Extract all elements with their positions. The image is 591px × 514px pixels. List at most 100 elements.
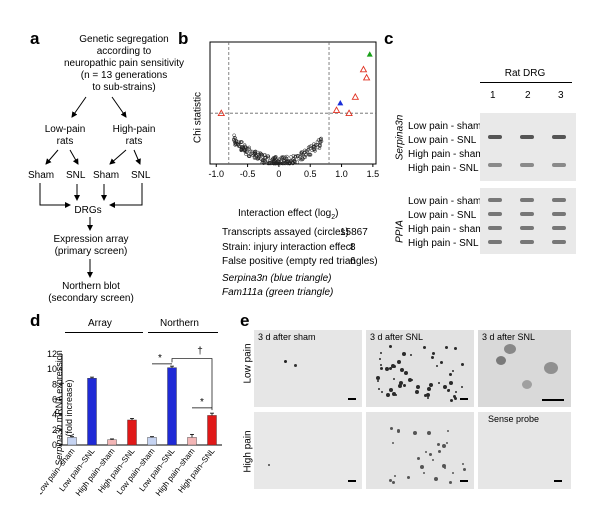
- cell-stain: [438, 381, 441, 384]
- cell-stain: [446, 429, 449, 432]
- cell-stain: [399, 380, 404, 385]
- cell-stain: [392, 442, 395, 445]
- transcript-point: [313, 143, 318, 147]
- serpina3n-blot: [480, 113, 576, 181]
- blot-band: [552, 135, 566, 139]
- cell-stain: [434, 477, 439, 482]
- transcript-point: [267, 160, 271, 165]
- transcript-point: [276, 159, 281, 163]
- significance-dagger: †: [197, 346, 203, 357]
- cell-stain: [423, 346, 427, 350]
- bar: [127, 419, 137, 446]
- blot-row-2: Low pain - SNL: [408, 135, 477, 146]
- false-positive-triangle: [362, 73, 371, 81]
- transcript-point: [277, 157, 282, 161]
- group-array-label: Array: [88, 318, 112, 329]
- bar: [187, 437, 197, 446]
- scale-bar: [554, 480, 562, 482]
- cell-stain: [376, 375, 380, 380]
- segregation-line-4: (n = 13 generations: [80, 70, 168, 81]
- cell-stain: [461, 363, 465, 367]
- scale-bar: [542, 399, 564, 401]
- transcript-point: [280, 161, 285, 166]
- bar: [147, 437, 157, 446]
- expression-array-1: Expression array: [53, 234, 129, 245]
- scale-bar: [348, 480, 356, 482]
- transcript-point: [252, 156, 257, 160]
- transcript-point: [308, 146, 313, 151]
- transcript-point: [319, 136, 323, 141]
- significance-star: *: [200, 397, 204, 408]
- transcript-point: [252, 152, 257, 156]
- micrograph-caption: 3 d after SNL: [482, 332, 536, 342]
- scale-bar: [460, 398, 468, 400]
- transcript-point: [270, 157, 275, 161]
- cell-stain: [388, 367, 392, 371]
- cell-stain: [389, 345, 393, 349]
- legend-row-1: Transcripts assayed (circles): [222, 227, 349, 238]
- lane-1: 1: [490, 90, 496, 101]
- cell-stain: [423, 472, 426, 475]
- cell-stain: [436, 442, 440, 446]
- blot-row-6: Low pain - SNL: [408, 210, 477, 221]
- legend-val-1: 15867: [340, 227, 368, 238]
- cell-stain: [426, 392, 431, 397]
- blot-band: [520, 163, 534, 167]
- cell-stain: [496, 356, 506, 365]
- micrograph-sense-probe: Sense probe: [478, 412, 571, 489]
- ppia-blot: [480, 188, 576, 254]
- cell-stain: [452, 369, 455, 372]
- transcript-point: [260, 152, 264, 157]
- transcript-point: [292, 158, 297, 163]
- transcript-point: [243, 149, 248, 153]
- cell-stain: [401, 352, 406, 357]
- cell-stain: [429, 453, 433, 457]
- legend-val-2: 8: [350, 242, 356, 253]
- cell-stain: [294, 364, 297, 367]
- transcript-point: [233, 143, 237, 147]
- blot-band: [520, 135, 534, 139]
- cell-stain: [447, 389, 451, 393]
- cell-stain: [392, 377, 395, 380]
- cell-stain: [424, 393, 428, 397]
- blot-row-4: High pain - SNL: [408, 163, 479, 174]
- cell-stain: [393, 364, 397, 368]
- category-label: High pain–SNL: [176, 446, 217, 494]
- rat-drg-header: Rat DRG: [504, 68, 546, 79]
- x-tick-label: -1.0: [209, 169, 225, 179]
- significance-bracket: [171, 358, 213, 411]
- legend-row-2: Strain: injury interaction effect: [222, 242, 354, 253]
- transcript-point: [268, 161, 273, 165]
- y-tick-label: 12: [47, 349, 57, 359]
- transcript-point: [233, 136, 238, 140]
- x-tick-label: 1.5: [367, 169, 380, 179]
- blot-band: [520, 240, 534, 244]
- fam111a-triangle: [366, 51, 373, 57]
- cell-stain: [440, 360, 444, 364]
- transcript-point: [239, 140, 243, 144]
- cell-stain: [394, 475, 397, 478]
- cell-stain: [416, 456, 420, 460]
- scale-bar: [348, 398, 356, 400]
- blot-band: [552, 198, 566, 202]
- transcript-point: [234, 139, 239, 144]
- cell-stain: [398, 384, 403, 389]
- legend-row-3: False positive (empty red triangles): [222, 256, 378, 267]
- transcript-point: [306, 145, 311, 150]
- bar: [107, 439, 117, 446]
- cell-stain: [426, 431, 431, 436]
- blot-row-3: High pain - sham: [408, 149, 484, 160]
- panel-d-label: d: [30, 311, 41, 330]
- blot-band: [488, 198, 502, 202]
- transcript-point: [307, 153, 312, 157]
- blot-band: [488, 226, 502, 230]
- transcript-point: [289, 159, 293, 163]
- blot-row-1: Low pain - sham: [408, 121, 482, 132]
- cell-stain: [378, 388, 381, 391]
- gene-ppia-label: PPIA: [394, 220, 406, 243]
- bar: [87, 378, 97, 446]
- micrograph-high-snl: [366, 412, 474, 489]
- cell-stain: [455, 391, 458, 394]
- micrograph-low-snl: 3 d after SNL: [366, 330, 474, 407]
